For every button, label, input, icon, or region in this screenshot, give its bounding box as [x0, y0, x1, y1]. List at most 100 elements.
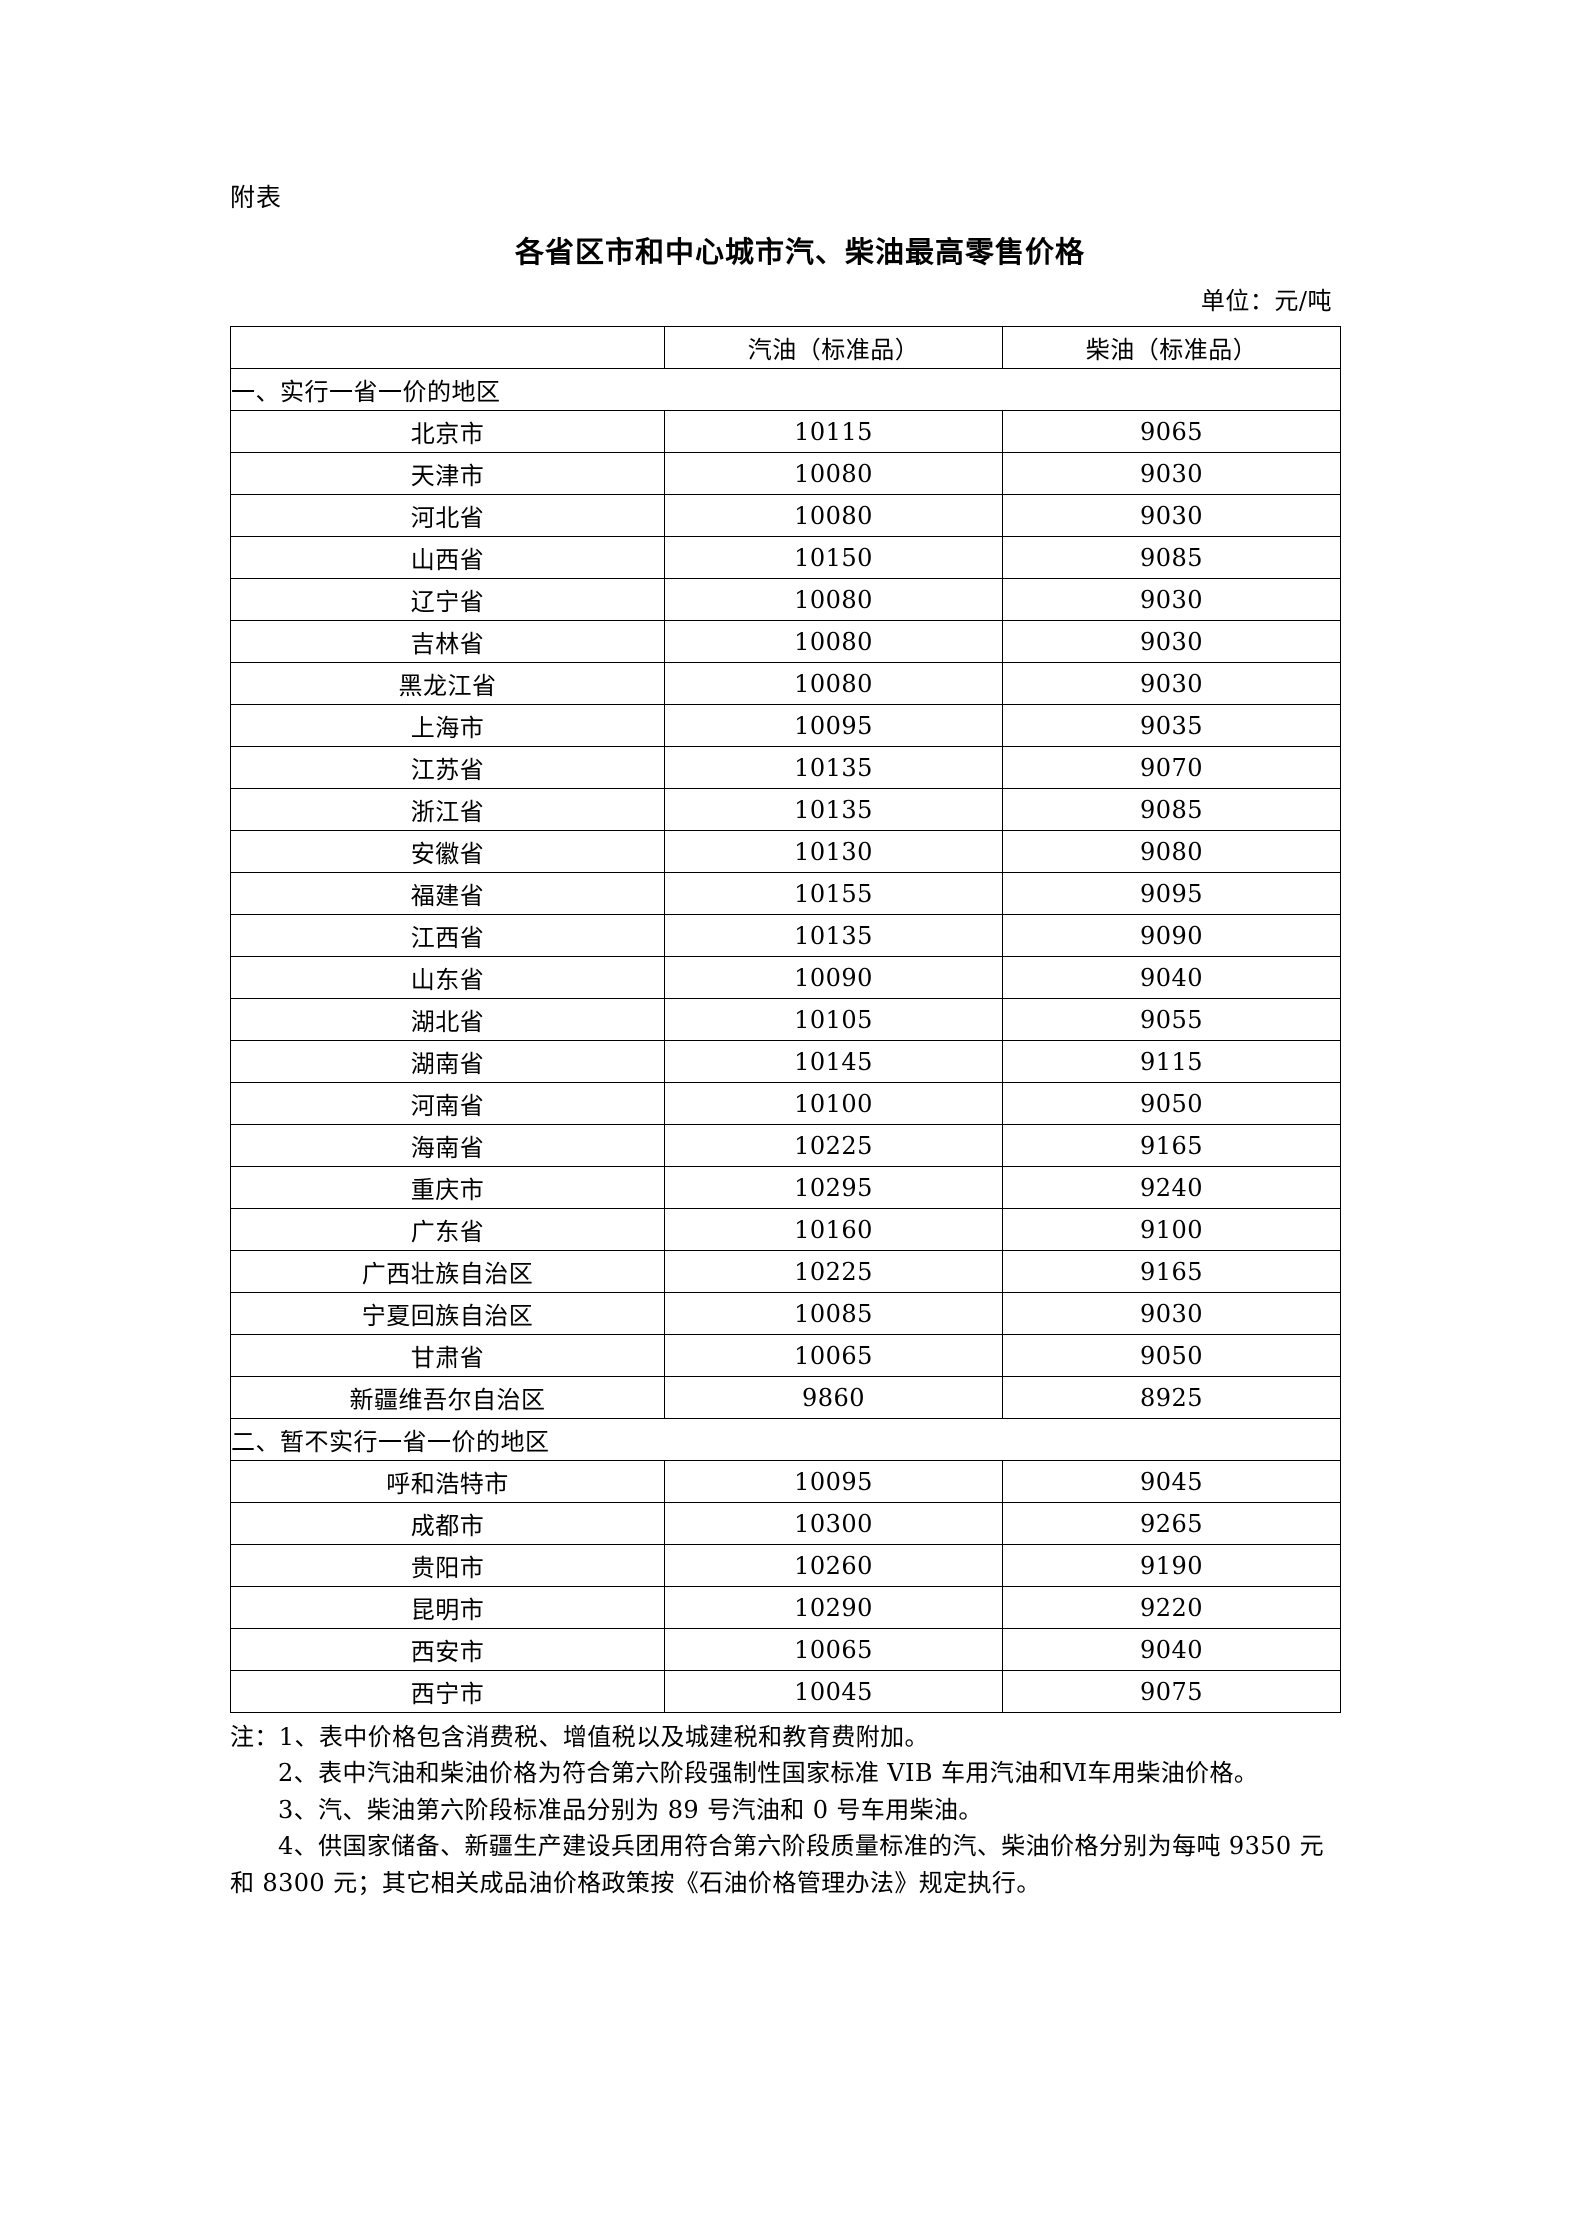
table-row: 浙江省 10135 9085 — [230, 788, 1341, 831]
table-header-row: 汽油（标准品） 柴油（标准品） — [230, 326, 1341, 369]
region-name-cell: 江苏省 — [230, 746, 665, 789]
gasoline-price-cell: 10160 — [664, 1208, 1003, 1251]
gasoline-price-cell: 10085 — [664, 1292, 1003, 1335]
table-row: 昆明市 10290 9220 — [230, 1586, 1341, 1629]
table-row: 甘肃省 10065 9050 — [230, 1334, 1341, 1377]
notes-block: 注：1、表中价格包含消费税、增值税以及城建税和教育费附加。 2、表中汽油和柴油价… — [230, 1719, 1340, 1901]
region-name-cell: 贵阳市 — [230, 1544, 665, 1587]
region-name-cell: 湖北省 — [230, 998, 665, 1041]
price-table: 汽油（标准品） 柴油（标准品） 一、实行一省一价的地区 北京市 10115 9065 天… — [230, 326, 1341, 1713]
region-name-cell: 北京市 — [230, 410, 665, 453]
region-name-cell: 浙江省 — [230, 788, 665, 831]
table-row: 山东省 10090 9040 — [230, 956, 1341, 999]
gasoline-price-cell: 10090 — [664, 956, 1003, 999]
table-row: 广西壮族自治区 10225 9165 — [230, 1250, 1341, 1293]
gasoline-price-cell: 10105 — [664, 998, 1003, 1041]
diesel-price-cell: 9165 — [1002, 1250, 1341, 1293]
region-name-cell: 辽宁省 — [230, 578, 665, 621]
note-2: 2、表中汽油和柴油价格为符合第六阶段强制性国家标准 VIB 车用汽油和Ⅵ车用柴油… — [278, 1759, 1259, 1788]
gasoline-price-cell: 10080 — [664, 452, 1003, 495]
diesel-price-cell: 9030 — [1002, 1292, 1341, 1335]
table-row: 河北省 10080 9030 — [230, 494, 1341, 537]
diesel-price-cell: 9040 — [1002, 956, 1341, 999]
diesel-price-cell: 9050 — [1002, 1334, 1341, 1377]
gasoline-price-cell: 10080 — [664, 494, 1003, 537]
table-row: 重庆市 10295 9240 — [230, 1166, 1341, 1209]
region-name-cell: 山西省 — [230, 536, 665, 579]
table-row: 广东省 10160 9100 — [230, 1208, 1341, 1251]
note-1: 注：1、表中价格包含消费税、增值税以及城建税和教育费附加。 — [230, 1723, 929, 1751]
table-row: 上海市 10095 9035 — [230, 704, 1341, 747]
region-name-cell: 西安市 — [230, 1628, 665, 1671]
gasoline-price-cell: 10155 — [664, 872, 1003, 915]
table-row: 天津市 10080 9030 — [230, 452, 1341, 495]
diesel-price-cell: 9035 — [1002, 704, 1341, 747]
diesel-price-cell: 9050 — [1002, 1082, 1341, 1125]
column-header-gasoline: 汽油（标准品） — [664, 326, 1003, 369]
diesel-price-cell: 9030 — [1002, 620, 1341, 663]
table-row: 北京市 10115 9065 — [230, 410, 1341, 453]
diesel-price-cell: 9030 — [1002, 578, 1341, 621]
region-name-cell: 河南省 — [230, 1082, 665, 1125]
diesel-price-cell: 8925 — [1002, 1376, 1341, 1419]
diesel-price-cell: 9085 — [1002, 536, 1341, 579]
gasoline-price-cell: 10095 — [664, 1460, 1003, 1503]
gasoline-price-cell: 10225 — [664, 1250, 1003, 1293]
table-row: 成都市 10300 9265 — [230, 1502, 1341, 1545]
table-row: 西安市 10065 9040 — [230, 1628, 1341, 1671]
gasoline-price-cell: 10130 — [664, 830, 1003, 873]
diesel-price-cell: 9240 — [1002, 1166, 1341, 1209]
region-name-cell: 重庆市 — [230, 1166, 665, 1209]
diesel-price-cell: 9040 — [1002, 1628, 1341, 1671]
gasoline-price-cell: 10065 — [664, 1628, 1003, 1671]
region-name-cell: 安徽省 — [230, 830, 665, 873]
gasoline-price-cell: 10100 — [664, 1082, 1003, 1125]
table-row: 呼和浩特市 10095 9045 — [230, 1460, 1341, 1503]
gasoline-price-cell: 10095 — [664, 704, 1003, 747]
table-section-heading-row: 二、暂不实行一省一价的地区 — [230, 1418, 1341, 1461]
region-name-cell: 上海市 — [230, 704, 665, 747]
gasoline-price-cell: 10080 — [664, 662, 1003, 705]
table-row: 湖北省 10105 9055 — [230, 998, 1341, 1041]
gasoline-price-cell: 10145 — [664, 1040, 1003, 1083]
gasoline-price-cell: 10225 — [664, 1124, 1003, 1167]
diesel-price-cell: 9030 — [1002, 494, 1341, 537]
gasoline-price-cell: 10295 — [664, 1166, 1003, 1209]
table-row: 河南省 10100 9050 — [230, 1082, 1341, 1125]
diesel-price-cell: 9045 — [1002, 1460, 1341, 1503]
region-name-cell: 西宁市 — [230, 1670, 665, 1713]
diesel-price-cell: 9030 — [1002, 452, 1341, 495]
table-row: 贵阳市 10260 9190 — [230, 1544, 1341, 1587]
table-row: 海南省 10225 9165 — [230, 1124, 1341, 1167]
table-row: 福建省 10155 9095 — [230, 872, 1341, 915]
table-row: 西宁市 10045 9075 — [230, 1670, 1341, 1713]
diesel-price-cell: 9190 — [1002, 1544, 1341, 1587]
table-row: 江西省 10135 9090 — [230, 914, 1341, 957]
gasoline-price-cell: 10300 — [664, 1502, 1003, 1545]
column-header-region — [230, 326, 665, 369]
diesel-price-cell: 9055 — [1002, 998, 1341, 1041]
gasoline-price-cell: 10045 — [664, 1670, 1003, 1713]
column-header-diesel: 柴油（标准品） — [1002, 326, 1341, 369]
page-title: 各省区市和中心城市汽、柴油最高零售价格 — [514, 235, 1085, 269]
gasoline-price-cell: 10150 — [664, 536, 1003, 579]
region-name-cell: 广东省 — [230, 1208, 665, 1251]
price-table-body: 汽油（标准品） 柴油（标准品） 一、实行一省一价的地区 北京市 10115 9065 天… — [230, 326, 1341, 1713]
diesel-price-cell: 9220 — [1002, 1586, 1341, 1629]
gasoline-price-cell: 10065 — [664, 1334, 1003, 1377]
gasoline-price-cell: 10135 — [664, 788, 1003, 831]
region-name-cell: 河北省 — [230, 494, 665, 537]
diesel-price-cell: 9075 — [1002, 1670, 1341, 1713]
diesel-price-cell: 9265 — [1002, 1502, 1341, 1545]
diesel-price-cell: 9080 — [1002, 830, 1341, 873]
diesel-price-cell: 9085 — [1002, 788, 1341, 831]
table-row: 吉林省 10080 9030 — [230, 620, 1341, 663]
table-row: 安徽省 10130 9080 — [230, 830, 1341, 873]
diesel-price-cell: 9165 — [1002, 1124, 1341, 1167]
region-name-cell: 山东省 — [230, 956, 665, 999]
region-name-cell: 湖南省 — [230, 1040, 665, 1083]
attachment-label: 附表 — [230, 183, 283, 212]
unit-label: 单位：元/吨 — [1200, 287, 1332, 315]
table-section-heading: 二、暂不实行一省一价的地区 — [230, 1418, 1341, 1461]
